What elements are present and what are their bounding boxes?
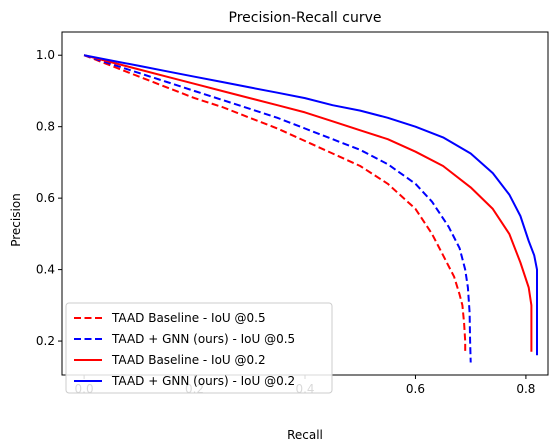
series-line-1 — [83, 54, 467, 352]
y-tick-label: 0.8 — [36, 120, 55, 134]
y-tick-label: 1.0 — [36, 48, 55, 62]
legend-label: TAAD Baseline - IoU @0.2 — [111, 353, 266, 367]
chart-title: Precision-Recall curve — [229, 10, 382, 26]
x-tick-label: 0.6 — [406, 382, 425, 396]
y-tick-label: 0.2 — [36, 334, 55, 348]
y-tick-label: 0.4 — [36, 263, 55, 277]
x-tick-label: 0.8 — [516, 382, 535, 396]
x-axis-label: Recall — [287, 428, 323, 442]
legend-box — [65, 302, 333, 394]
series-line-4 — [83, 54, 538, 356]
legend-label: TAAD + GNN (ours) - IoU @0.5 — [111, 332, 295, 346]
legend-label: TAAD + GNN (ours) - IoU @0.2 — [111, 374, 295, 388]
y-axis-label: Precision — [9, 193, 23, 247]
legend: TAAD Baseline - IoU @0.5 TAAD + GNN (ours… — [65, 302, 333, 394]
y-tick-label: 0.6 — [36, 191, 55, 205]
legend-label: TAAD Baseline - IoU @0.5 — [111, 311, 266, 325]
y-axis: 0.2 0.4 0.6 0.8 1.0 — [36, 48, 62, 348]
series-line-2 — [83, 54, 472, 363]
series-line-3 — [83, 54, 533, 352]
